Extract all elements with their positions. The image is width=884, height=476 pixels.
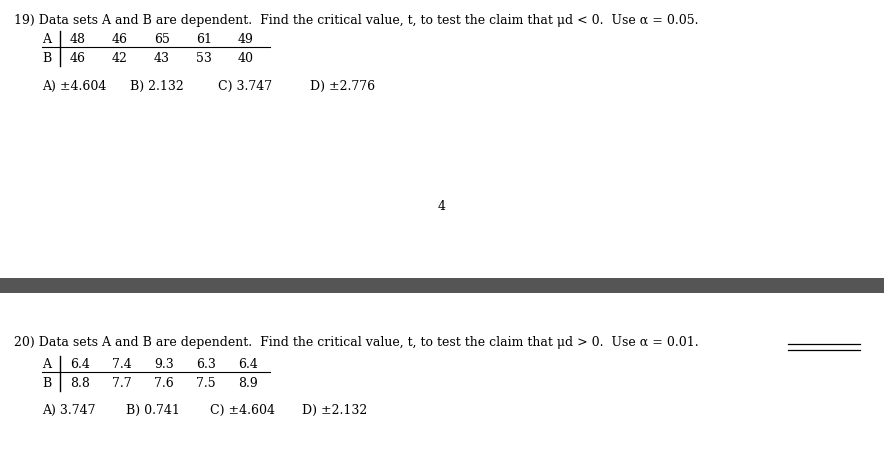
Text: 7.6: 7.6	[154, 377, 174, 390]
Text: 61: 61	[196, 33, 212, 46]
Text: 6.4: 6.4	[70, 358, 90, 371]
Text: 53: 53	[196, 52, 212, 65]
Text: A: A	[42, 33, 51, 46]
Text: 48: 48	[70, 33, 86, 46]
Text: B) 2.132: B) 2.132	[130, 80, 184, 93]
Text: 42: 42	[112, 52, 128, 65]
Text: 6.4: 6.4	[238, 358, 258, 371]
Text: 46: 46	[70, 52, 86, 65]
Text: 9.3: 9.3	[154, 358, 174, 371]
Text: 40: 40	[238, 52, 254, 65]
Text: 46: 46	[112, 33, 128, 46]
Text: A) 3.747: A) 3.747	[42, 404, 95, 417]
Text: 43: 43	[154, 52, 170, 65]
Text: B: B	[42, 377, 51, 390]
Text: 4: 4	[438, 200, 446, 213]
FancyBboxPatch shape	[0, 278, 884, 293]
Text: A) ±4.604: A) ±4.604	[42, 80, 106, 93]
Text: 49: 49	[238, 33, 254, 46]
Text: 65: 65	[154, 33, 170, 46]
Text: B) 0.741: B) 0.741	[126, 404, 179, 417]
Text: D) ±2.132: D) ±2.132	[302, 404, 367, 417]
Text: 8.8: 8.8	[70, 377, 90, 390]
Text: 6.3: 6.3	[196, 358, 216, 371]
Text: C) ±4.604: C) ±4.604	[210, 404, 275, 417]
Text: D) ±2.776: D) ±2.776	[310, 80, 375, 93]
Text: A: A	[42, 358, 51, 371]
Text: 7.5: 7.5	[196, 377, 216, 390]
Text: 7.7: 7.7	[112, 377, 132, 390]
Text: B: B	[42, 52, 51, 65]
Text: 19) Data sets A and B are dependent.  Find the critical value, t, to test the cl: 19) Data sets A and B are dependent. Fin…	[14, 14, 698, 27]
Text: C) 3.747: C) 3.747	[218, 80, 272, 93]
Text: 7.4: 7.4	[112, 358, 132, 371]
Text: 8.9: 8.9	[238, 377, 258, 390]
Text: 20) Data sets A and B are dependent.  Find the critical value, t, to test the cl: 20) Data sets A and B are dependent. Fin…	[14, 336, 698, 349]
